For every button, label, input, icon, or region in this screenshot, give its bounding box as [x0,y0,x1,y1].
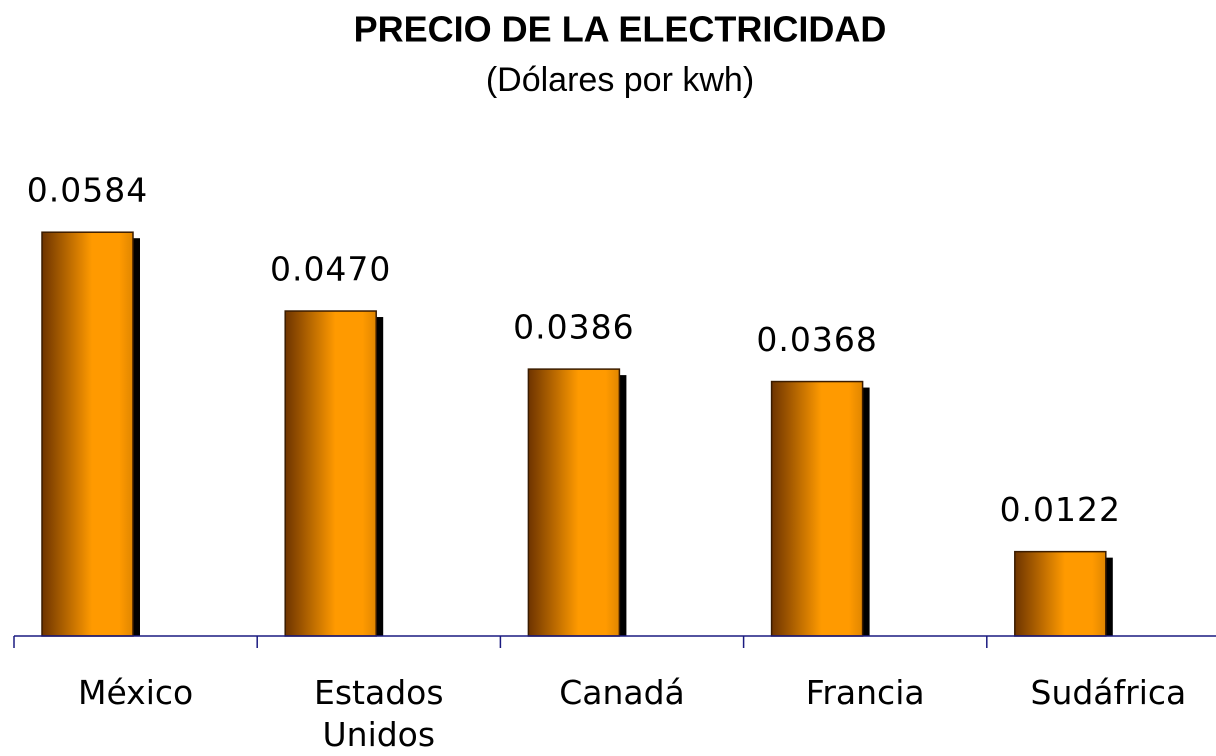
value-label: 0.0470 [270,250,391,289]
bar [527,368,621,637]
x-tick-label: México [77,673,194,712]
x-tick-label: Estados Unidos [314,673,444,754]
value-label: 0.0386 [513,308,634,347]
bar [41,231,134,637]
chart-subtitle: (Dólares por kwh) [486,61,754,99]
bar [284,310,377,637]
x-tick-label: Sudáfrica [1030,673,1187,712]
value-label: 0.0122 [1000,490,1121,529]
bar [1014,550,1107,637]
value-label: 0.0368 [756,320,877,359]
value-label: 0.0584 [27,171,148,210]
bar [770,380,864,637]
x-tick-label: Francia [805,673,925,712]
x-tick-label: Canadá [559,673,685,712]
chart-title: PRECIO DE LA ELECTRICIDAD [354,9,887,50]
